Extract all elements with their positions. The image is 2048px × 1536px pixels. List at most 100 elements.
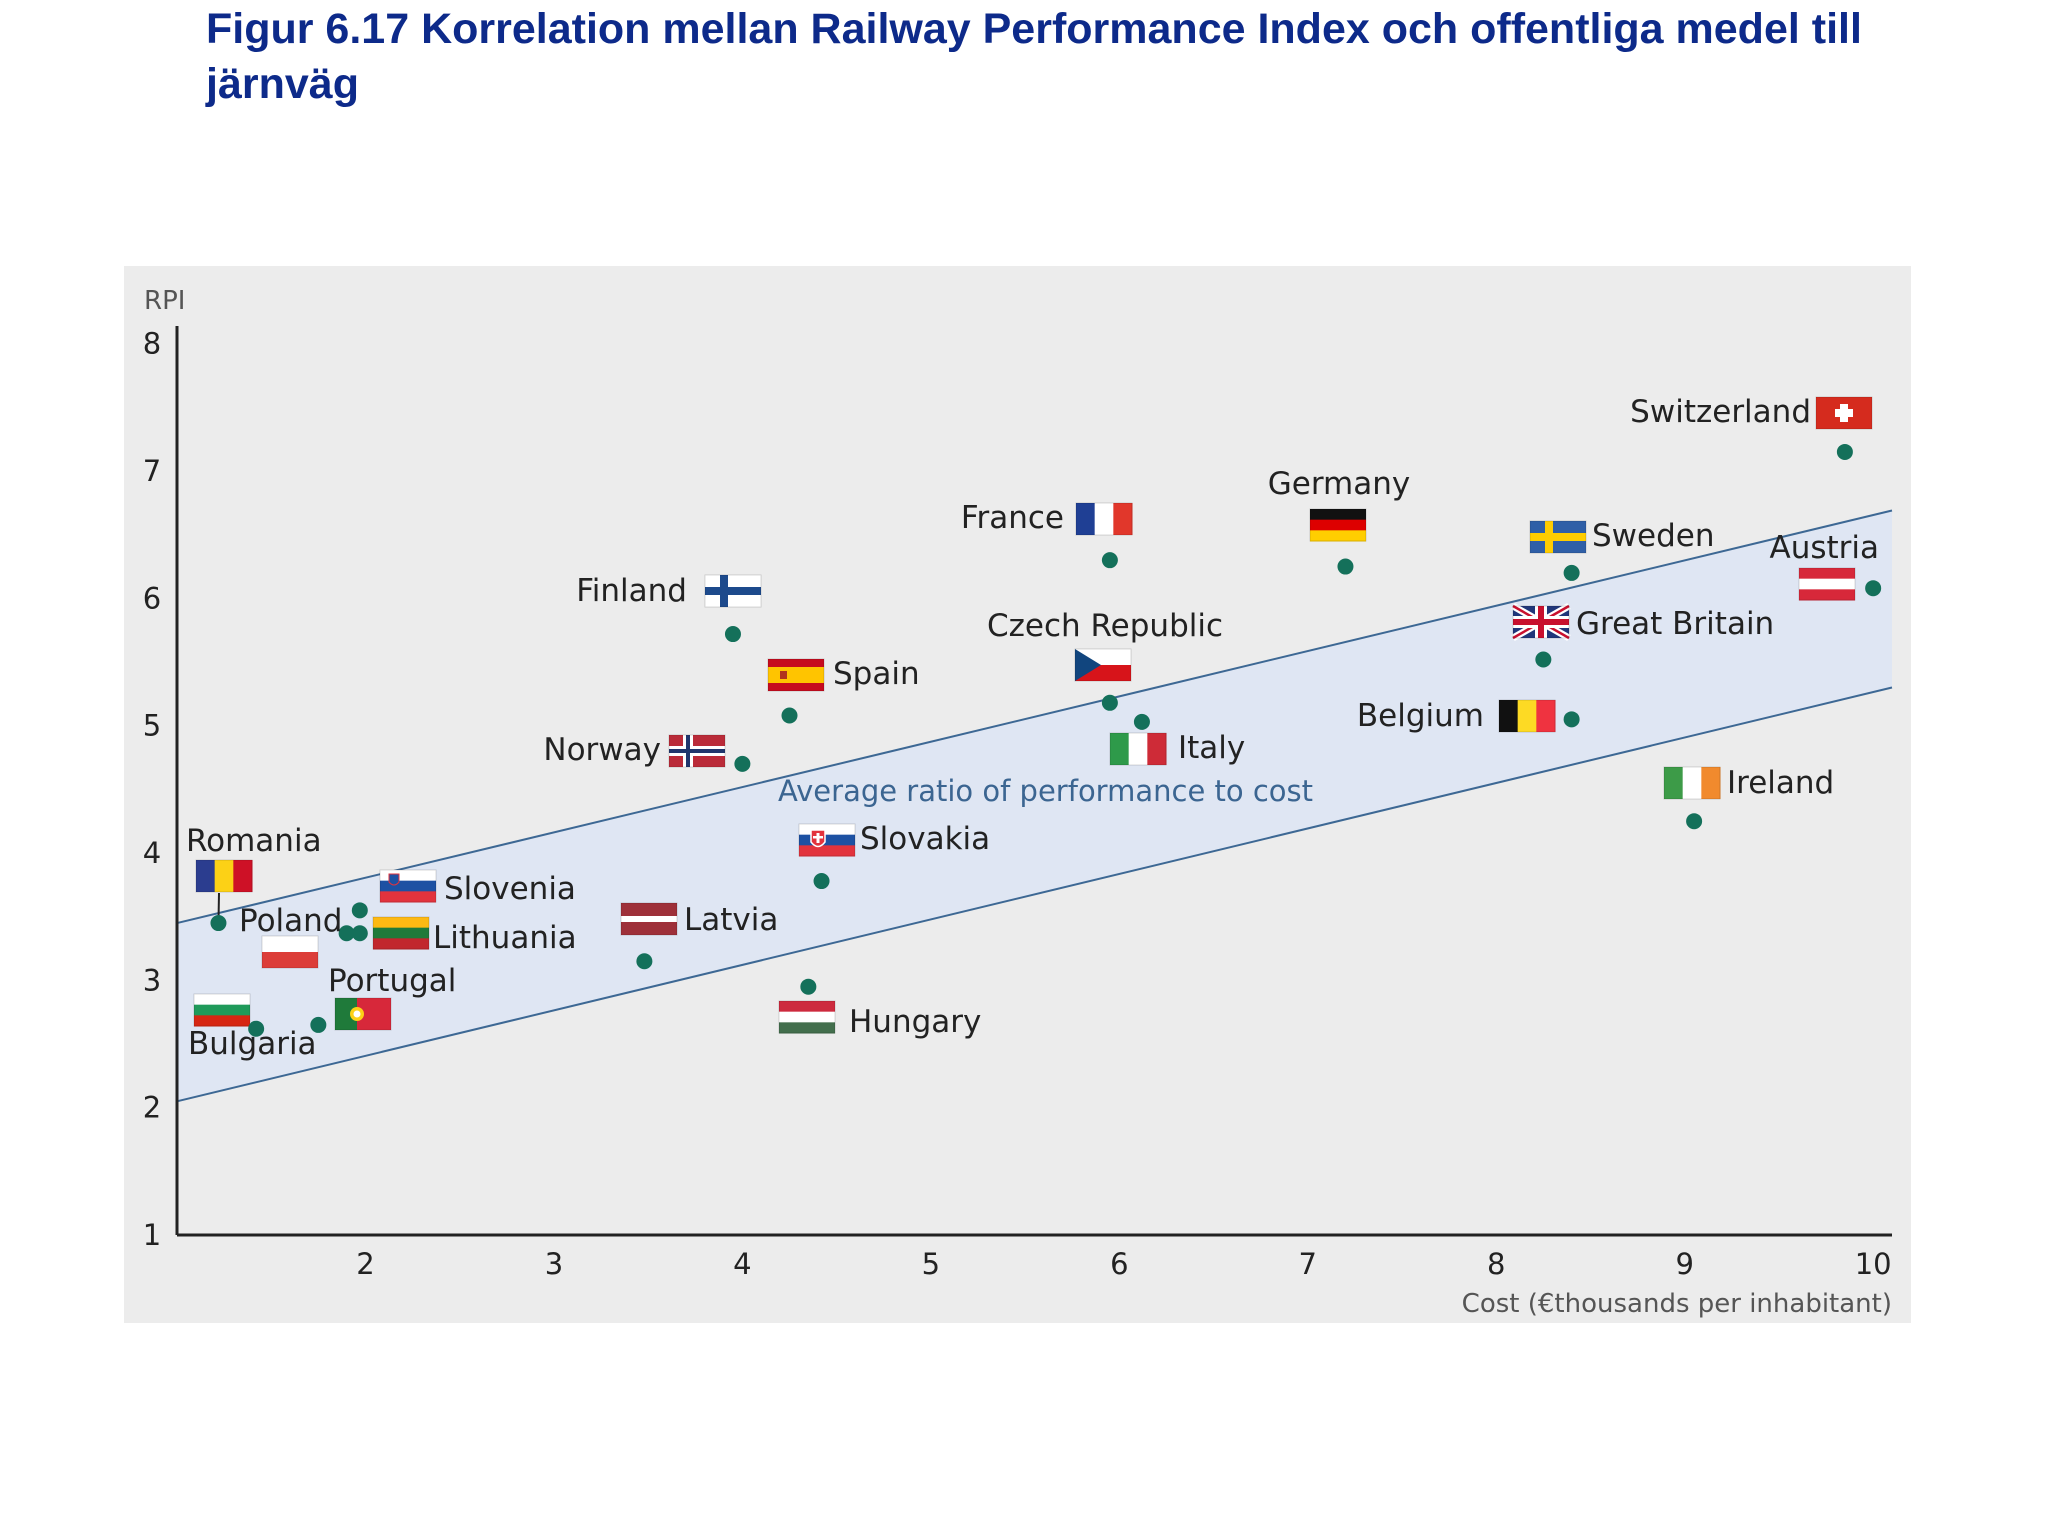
country-label: Slovakia: [860, 821, 990, 857]
data-point-marker: [248, 1020, 265, 1037]
point-spain: Spain: [767, 656, 920, 724]
data-point-marker: [636, 953, 653, 970]
belgium-flag: [1498, 699, 1556, 733]
data-point-marker: [1101, 694, 1118, 711]
x-tick-label: 3: [545, 1247, 563, 1281]
country-label: France: [961, 500, 1064, 536]
data-point-marker: [781, 707, 798, 724]
point-slovakia: Slovakia: [798, 821, 990, 890]
y-tick-label: 7: [143, 454, 161, 488]
scatter-chart: RPI Cost (€thousands per inhabitant) 2 3 4…: [143, 286, 1893, 1319]
band-lower-line: [176, 686, 1893, 1103]
switzerland-flag: [1815, 396, 1873, 430]
portugal-flag: [334, 997, 392, 1031]
country-label: Spain: [833, 656, 920, 692]
romania-flag: [195, 859, 253, 893]
point-slovenia: Slovenia: [351, 869, 576, 919]
france-flag: [1075, 502, 1133, 536]
point-bulgaria: Bulgaria: [188, 993, 317, 1062]
point-great-britain: Great Britain: [1511, 602, 1774, 668]
data-point-marker: [1337, 558, 1354, 575]
country-label: Italy: [1178, 730, 1245, 766]
data-point-marker: [1836, 443, 1853, 460]
country-label: Finland: [576, 573, 687, 609]
point-romania: Romania: [186, 823, 322, 932]
point-italy: Italy: [1109, 713, 1245, 766]
x-tick-label: 7: [1299, 1247, 1317, 1281]
data-point-marker: [210, 915, 227, 932]
figure-title: Figur 6.17 Korrelation mellan Railway Pe…: [206, 5, 1862, 108]
country-label: Lithuania: [433, 920, 577, 956]
data-point-marker: [1535, 651, 1552, 668]
poland-flag: [261, 935, 319, 969]
country-label: Norway: [543, 732, 661, 768]
latvia-flag: [620, 902, 678, 936]
band-upper-line: [176, 509, 1893, 925]
italy-flag: [1109, 732, 1167, 766]
data-points: Switzerland Germany France Sweden Austria Fin…: [186, 394, 1882, 1062]
germany-flag: [1309, 508, 1367, 542]
country-label: Germany: [1268, 466, 1410, 502]
country-label: Bulgaria: [188, 1026, 317, 1062]
point-czech-republic: Czech Republic: [987, 608, 1223, 711]
lithuania-flag: [372, 916, 430, 950]
point-france: France: [961, 500, 1133, 569]
tick-labels: 2 3 4 5 6 7 8 9 10 1 2 3 4 5 6 7 8: [143, 327, 1892, 1281]
country-label: Hungary: [849, 1004, 981, 1040]
country-label: Austria: [1769, 530, 1879, 566]
country-label: Romania: [186, 823, 322, 859]
x-tick-label: 6: [1110, 1247, 1128, 1281]
data-point-marker: [310, 1016, 327, 1033]
data-point-marker: [1865, 580, 1882, 597]
point-ireland: Ireland: [1663, 765, 1834, 830]
band-fill: [177, 510, 1892, 1102]
hungary-flag: [778, 1000, 836, 1034]
point-hungary: Hungary: [778, 978, 981, 1040]
country-label: Portugal: [328, 963, 456, 999]
x-tick-label: 8: [1487, 1247, 1505, 1281]
point-norway: Norway: [543, 732, 751, 772]
country-label: Slovenia: [444, 871, 576, 907]
finland-flag: [704, 574, 762, 608]
point-austria: Austria: [1769, 530, 1882, 601]
ireland-flag: [1663, 766, 1721, 800]
y-tick-label: 6: [143, 581, 161, 615]
norway-flag: [668, 734, 726, 768]
data-point-marker: [351, 925, 368, 942]
bulgaria-flag: [193, 993, 251, 1027]
x-axis-title: Cost (€thousands per inhabitant): [1462, 1289, 1892, 1319]
x-tick-label: 10: [1855, 1247, 1892, 1281]
spain-flag: [767, 658, 825, 692]
axes: RPI Cost (€thousands per inhabitant): [144, 286, 1892, 1319]
y-tick-label: 3: [143, 963, 161, 997]
country-label: Belgium: [1357, 698, 1484, 734]
country-label: Poland: [239, 903, 343, 939]
point-belgium: Belgium: [1357, 698, 1580, 734]
chart-panel: RPI Cost (€thousands per inhabitant) 2 3 4…: [124, 266, 1911, 1323]
point-sweden: Sweden: [1529, 518, 1715, 581]
country-label: Latvia: [684, 902, 778, 938]
data-point-marker: [1563, 711, 1580, 728]
great-britain-flag: [1511, 602, 1571, 642]
sweden-flag: [1529, 520, 1587, 554]
point-lithuania: Lithuania: [351, 916, 577, 956]
data-point-marker: [734, 755, 751, 772]
point-finland: Finland: [576, 573, 762, 643]
slovenia-flag: [379, 869, 437, 903]
slovakia-flag: [798, 823, 856, 857]
data-point-marker: [1133, 713, 1150, 730]
data-point-marker: [813, 873, 830, 890]
band-label: Average ratio of performance to cost: [778, 774, 1313, 808]
data-point-marker: [1101, 552, 1118, 569]
country-label: Ireland: [1727, 765, 1834, 801]
data-point-marker: [1563, 564, 1580, 581]
country-label: Sweden: [1592, 518, 1715, 554]
point-poland: Poland: [239, 903, 355, 969]
y-tick-label: 4: [143, 836, 161, 870]
y-axis-title: RPI: [144, 286, 185, 316]
point-portugal: Portugal: [310, 963, 456, 1033]
x-tick-label: 5: [922, 1247, 940, 1281]
x-tick-label: 2: [356, 1247, 374, 1281]
y-tick-label: 1: [143, 1218, 161, 1252]
austria-flag: [1798, 567, 1856, 601]
